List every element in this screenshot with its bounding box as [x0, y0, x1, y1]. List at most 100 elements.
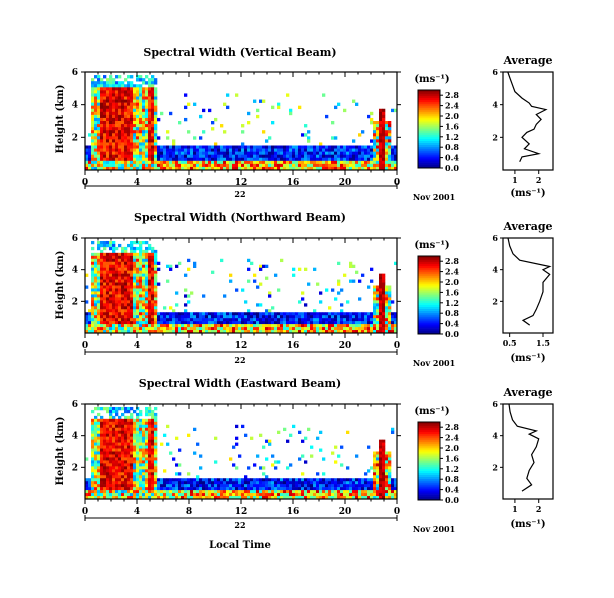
heatmap-cell — [274, 490, 278, 494]
heatmap-cell — [196, 157, 200, 162]
heatmap-cell — [163, 163, 167, 168]
heatmap-cell — [166, 154, 170, 159]
average-title: Average — [502, 386, 552, 399]
heatmap-cell — [142, 276, 146, 280]
heatmap-cell — [175, 493, 179, 497]
heatmap-cell — [127, 451, 131, 455]
heatmap-cell — [133, 252, 137, 257]
heatmap-cell — [319, 157, 323, 162]
heatmap-cell — [382, 442, 386, 446]
heatmap-cell — [271, 487, 275, 491]
heatmap-cell — [106, 291, 110, 295]
heatmap-cell — [361, 151, 365, 155]
heatmap-cell — [184, 324, 188, 328]
heatmap-cell — [88, 151, 92, 155]
heatmap-cell — [130, 418, 134, 423]
heatmap-cell — [334, 484, 338, 488]
heatmap-cell — [157, 163, 161, 168]
heatmap-cell — [199, 478, 203, 482]
heatmap-cell — [316, 484, 320, 488]
heatmap-cell — [103, 99, 107, 103]
heatmap-cell — [163, 151, 167, 155]
heatmap-cell — [106, 121, 110, 125]
heatmap-cell — [148, 294, 152, 298]
heatmap-cell — [127, 264, 131, 268]
average-frame — [502, 403, 554, 500]
heatmap-cell — [214, 487, 218, 491]
heatmap-cell — [373, 330, 377, 334]
heatmap-cell — [118, 96, 122, 100]
heatmap-cell — [124, 457, 128, 461]
heatmap-cell — [133, 463, 137, 467]
heatmap-cell — [262, 330, 266, 334]
heatmap-cell — [139, 469, 143, 473]
heatmap-cell — [394, 496, 398, 500]
heatmap-cell — [241, 145, 245, 149]
heatmap-cell — [118, 258, 122, 263]
heatmap-cell — [298, 300, 302, 304]
heatmap-cell — [127, 90, 131, 94]
heatmap-cell — [322, 163, 326, 168]
heatmap-cell — [217, 478, 221, 482]
heatmap-cell — [385, 451, 389, 455]
heatmap-cell — [166, 327, 170, 331]
heatmap-cell — [145, 490, 149, 494]
heatmap-cell — [112, 121, 116, 125]
heatmap-cell — [103, 445, 107, 449]
heatmap-cell — [373, 478, 377, 482]
heatmap-cell — [151, 133, 155, 137]
heatmap-cell — [226, 478, 230, 482]
heatmap-cell — [190, 315, 194, 319]
heatmap-cell — [109, 487, 113, 491]
heatmap-cell — [127, 75, 131, 79]
heatmap-cell — [379, 463, 383, 467]
heatmap-cell — [142, 142, 146, 146]
heatmap-cell — [106, 282, 110, 286]
heatmap-cell — [355, 154, 359, 159]
heatmap-cell — [100, 406, 104, 411]
heatmap-cell — [106, 288, 110, 292]
heatmap-cell — [187, 433, 191, 437]
heatmap-cell — [133, 145, 137, 149]
heatmap-cell — [382, 121, 386, 125]
heatmap-cell — [367, 490, 371, 494]
heatmap-cell — [277, 484, 281, 488]
heatmap-cell — [121, 148, 125, 152]
heatmap-cell — [280, 321, 284, 325]
heatmap-cell — [121, 261, 125, 266]
heatmap-cell — [388, 288, 392, 292]
heatmap-cell — [124, 409, 128, 414]
heatmap-cell — [145, 478, 149, 482]
heatmap-cell — [334, 105, 338, 110]
heatmap-cell — [331, 484, 335, 488]
heatmap-cell — [244, 321, 248, 325]
heatmap-cell — [205, 163, 209, 168]
heatmap-cell — [175, 157, 179, 162]
heatmap-cell — [250, 321, 254, 325]
heatmap-cell — [151, 166, 155, 171]
heatmap-cell — [130, 93, 134, 97]
heatmap-cell — [151, 270, 155, 274]
heatmap-cell — [151, 321, 155, 325]
heatmap-cell — [310, 327, 314, 331]
heatmap-cell — [157, 151, 161, 155]
colorbar-tick-label: 0.4 — [445, 485, 459, 495]
heatmap-cell — [139, 460, 143, 464]
heatmap-cell — [145, 481, 149, 485]
heatmap-cell — [256, 285, 260, 289]
heatmap-cell — [139, 273, 143, 277]
heatmap-cell — [244, 327, 248, 331]
heatmap-cell — [130, 315, 134, 319]
heatmap-cell — [178, 157, 182, 162]
heatmap-cell — [133, 466, 137, 470]
heatmap-cell — [274, 151, 278, 155]
heatmap-cell — [337, 157, 341, 162]
heatmap-cell — [223, 151, 227, 155]
heatmap-cell — [175, 321, 179, 325]
heatmap-cell — [94, 478, 98, 482]
heatmap-cell — [118, 466, 122, 470]
heatmap-cell — [379, 300, 383, 304]
heatmap-cell — [103, 300, 107, 304]
heatmap-cell — [289, 111, 293, 116]
